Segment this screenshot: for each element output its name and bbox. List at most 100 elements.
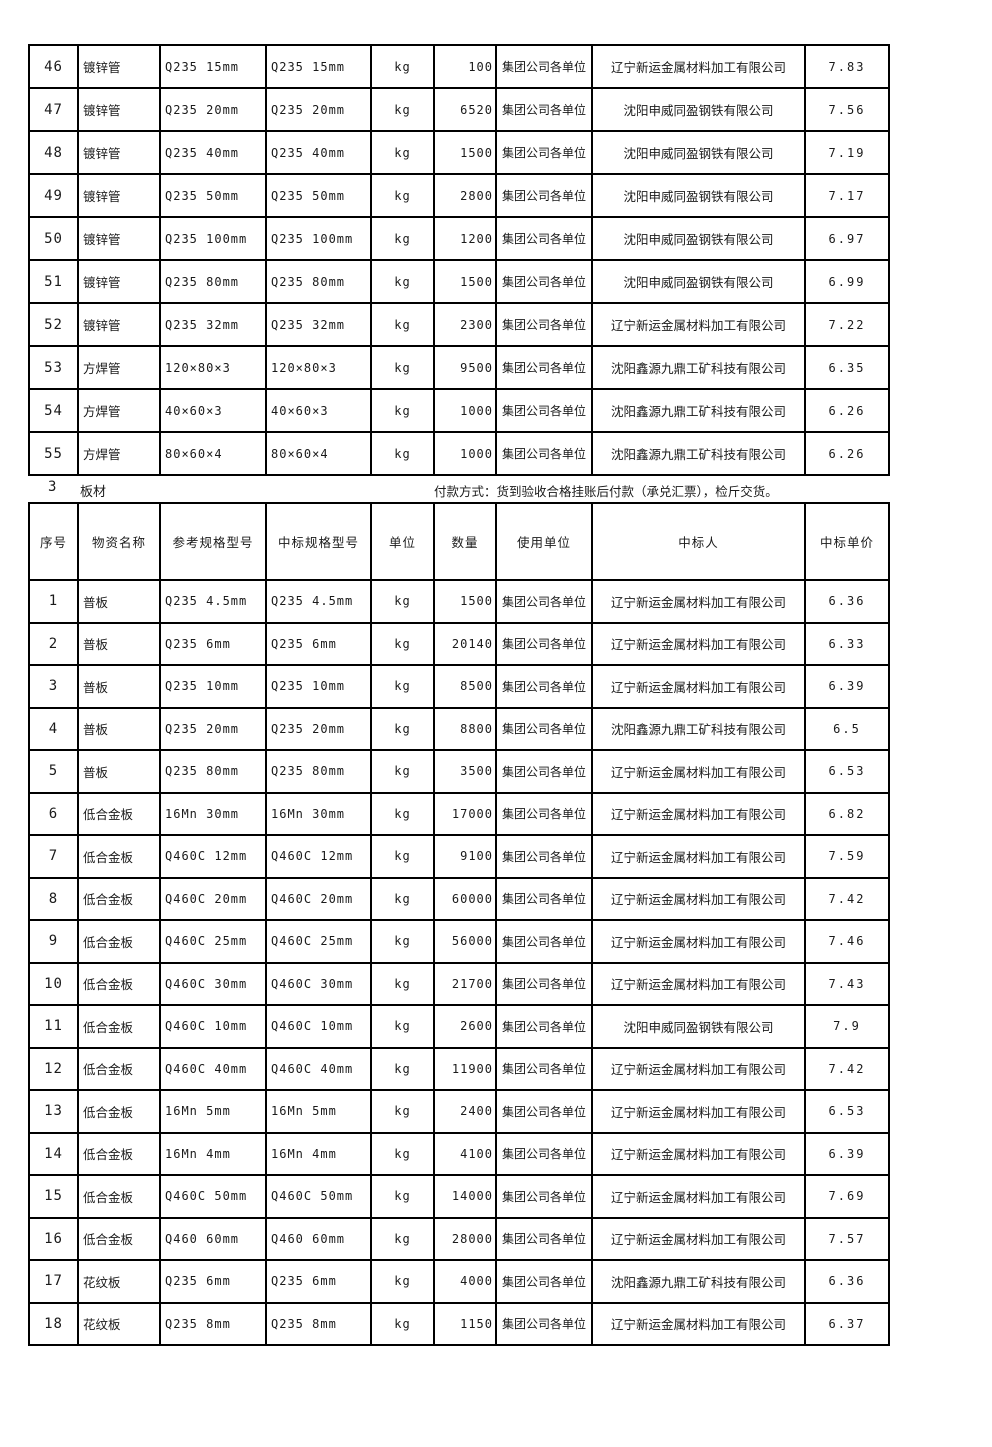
cell-material-name: 低合金板 [77,961,161,1006]
cell-price: 7.69 [804,1174,890,1219]
cell-ref-spec: Q460C 50mm [159,1174,267,1219]
cell-quantity: 2300 [433,302,497,347]
cell-bidder: 辽宁新运金属材料加工有限公司 [591,44,806,89]
cell-material-name: 镀锌管 [77,44,161,89]
cell-material-name: 普板 [77,749,161,794]
cell-unit: kg [370,579,435,624]
table-row: 13 低合金板 16Mn 5mm 16Mn 5mm kg 2400 集团公司各单… [28,1089,890,1134]
cell-ref-spec: Q460C 30mm [159,961,267,1006]
cell-ref-spec: Q235 40mm [159,130,267,175]
cell-unit: kg [370,1131,435,1176]
cell-unit: kg [370,621,435,666]
cell-ref-spec: Q460 60mm [159,1216,267,1261]
cell-no: 8 [28,876,79,921]
cell-using-unit: 集团公司各单位 [495,579,593,624]
cell-using-unit: 集团公司各单位 [495,431,593,476]
cell-price: 7.57 [804,1216,890,1261]
cell-no: 16 [28,1216,79,1261]
cell-bidder: 沈阳鑫源九鼎工矿科技有限公司 [591,431,806,476]
cell-no: 6 [28,791,79,836]
cell-using-unit: 集团公司各单位 [495,664,593,709]
cell-material-name: 镀锌管 [77,259,161,304]
cell-quantity: 2400 [433,1089,497,1134]
cell-price: 7.9 [804,1004,890,1049]
cell-no: 54 [28,388,79,433]
cell-no: 5 [28,749,79,794]
cell-unit: kg [370,173,435,218]
cell-material-name: 普板 [77,706,161,751]
cell-ref-spec: 16Mn 30mm [159,791,267,836]
cell-price: 6.36 [804,1259,890,1304]
cell-no: 50 [28,216,79,261]
cell-price: 6.5 [804,706,890,751]
cell-ref-spec: 16Mn 4mm [159,1131,267,1176]
cell-no: 47 [28,87,79,132]
cell-no: 18 [28,1301,79,1346]
cell-no: 7 [28,834,79,879]
header-row: 序号 物资名称 参考规格型号 中标规格型号 单位 数量 使用单位 中标人 中标单… [28,502,890,581]
cell-ref-spec: Q235 20mm [159,87,267,132]
cell-material-name: 镀锌管 [77,130,161,175]
cell-bidder: 辽宁新运金属材料加工有限公司 [591,1046,806,1091]
cell-ref-spec: Q235 80mm [159,259,267,304]
cell-quantity: 20140 [433,621,497,666]
cell-unit: kg [370,664,435,709]
cell-price: 7.17 [804,173,890,218]
cell-no: 15 [28,1174,79,1219]
cell-bid-spec: 40×60×3 [265,388,372,433]
cell-unit: kg [370,919,435,964]
cell-unit: kg [370,876,435,921]
header-quantity: 数量 [433,502,497,581]
cell-bid-spec: Q235 32mm [265,302,372,347]
cell-quantity: 17000 [433,791,497,836]
table-row: 46 镀锌管 Q235 15mm Q235 15mm kg 100 集团公司各单… [28,44,890,89]
cell-ref-spec: 80×60×4 [159,431,267,476]
cell-ref-spec: 16Mn 5mm [159,1089,267,1134]
cell-unit: kg [370,1046,435,1091]
section-number: 3 [48,479,57,495]
header-unit: 单位 [370,502,435,581]
cell-quantity: 1000 [433,431,497,476]
cell-unit: kg [370,706,435,751]
cell-price: 6.36 [804,579,890,624]
cell-bidder: 辽宁新运金属材料加工有限公司 [591,302,806,347]
cell-ref-spec: Q235 6mm [159,1259,267,1304]
cell-price: 6.53 [804,749,890,794]
plates-price-table: 序号 物资名称 参考规格型号 中标规格型号 单位 数量 使用单位 中标人 中标单… [28,502,890,1346]
cell-no: 11 [28,1004,79,1049]
cell-using-unit: 集团公司各单位 [495,1174,593,1219]
cell-price: 6.39 [804,664,890,709]
cell-bidder: 沈阳鑫源九鼎工矿科技有限公司 [591,706,806,751]
table-row: 14 低合金板 16Mn 4mm 16Mn 4mm kg 4100 集团公司各单… [28,1131,890,1176]
cell-material-name: 低合金板 [77,876,161,921]
cell-ref-spec: Q235 80mm [159,749,267,794]
cell-bidder: 辽宁新运金属材料加工有限公司 [591,579,806,624]
cell-quantity: 21700 [433,961,497,1006]
table-row: 7 低合金板 Q460C 12mm Q460C 12mm kg 9100 集团公… [28,834,890,879]
table-row: 4 普板 Q235 20mm Q235 20mm kg 8800 集团公司各单位… [28,706,890,751]
cell-using-unit: 集团公司各单位 [495,130,593,175]
cell-unit: kg [370,302,435,347]
cell-bidder: 辽宁新运金属材料加工有限公司 [591,876,806,921]
table-row: 18 花纹板 Q235 8mm Q235 8mm kg 1150 集团公司各单位… [28,1301,890,1346]
cell-bid-spec: Q235 6mm [265,621,372,666]
cell-bid-spec: Q235 50mm [265,173,372,218]
cell-bid-spec: Q235 100mm [265,216,372,261]
cell-no: 55 [28,431,79,476]
cell-bidder: 辽宁新运金属材料加工有限公司 [591,1301,806,1346]
table-row: 51 镀锌管 Q235 80mm Q235 80mm kg 1500 集团公司各… [28,259,890,304]
pipes-table-body: 46 镀锌管 Q235 15mm Q235 15mm kg 100 集团公司各单… [28,44,890,476]
cell-quantity: 6520 [433,87,497,132]
cell-unit: kg [370,388,435,433]
cell-ref-spec: Q235 4.5mm [159,579,267,624]
cell-using-unit: 集团公司各单位 [495,44,593,89]
cell-price: 7.46 [804,919,890,964]
cell-quantity: 2800 [433,173,497,218]
cell-ref-spec: Q460C 25mm [159,919,267,964]
cell-bidder: 沈阳申威同盈钢铁有限公司 [591,1004,806,1049]
cell-bidder: 沈阳申威同盈钢铁有限公司 [591,130,806,175]
cell-material-name: 低合金板 [77,1089,161,1134]
cell-bidder: 辽宁新运金属材料加工有限公司 [591,961,806,1006]
header-price: 中标单价 [804,502,890,581]
table-row: 48 镀锌管 Q235 40mm Q235 40mm kg 1500 集团公司各… [28,130,890,175]
